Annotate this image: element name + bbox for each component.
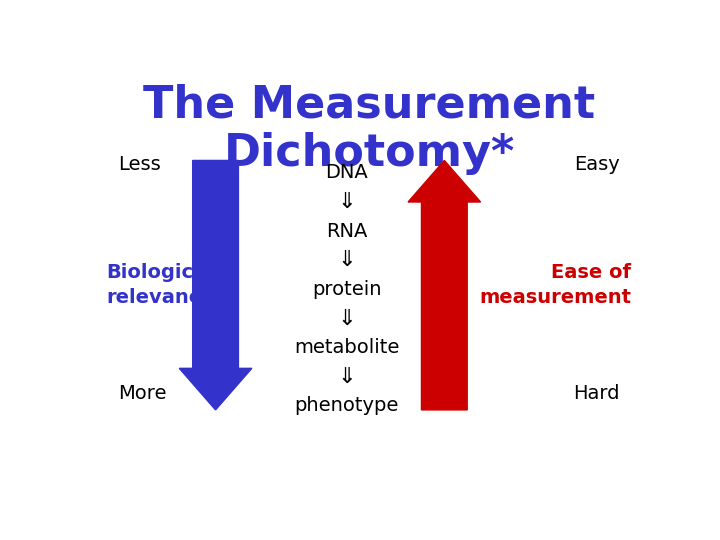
Text: protein: protein: [312, 280, 382, 299]
Text: Biological: Biological: [107, 263, 214, 282]
Text: Less: Less: [118, 155, 161, 174]
Text: Hard: Hard: [574, 384, 620, 403]
Text: RNA: RNA: [326, 221, 367, 241]
Text: phenotype: phenotype: [294, 396, 399, 415]
Text: ⇓: ⇓: [338, 367, 356, 387]
Text: Ease of: Ease of: [552, 263, 631, 282]
Text: More: More: [118, 384, 166, 403]
Text: DNA: DNA: [325, 164, 368, 183]
Text: Easy: Easy: [575, 155, 620, 174]
Text: measurement: measurement: [480, 288, 631, 307]
Polygon shape: [408, 160, 481, 410]
Text: The Measurement
Dichotomy*: The Measurement Dichotomy*: [143, 84, 595, 174]
Text: relevance: relevance: [107, 288, 215, 307]
Text: ⇓: ⇓: [338, 192, 356, 212]
Text: metabolite: metabolite: [294, 338, 400, 357]
Text: ⇓: ⇓: [338, 308, 356, 328]
Text: ⇓: ⇓: [338, 250, 356, 270]
Polygon shape: [179, 160, 252, 410]
